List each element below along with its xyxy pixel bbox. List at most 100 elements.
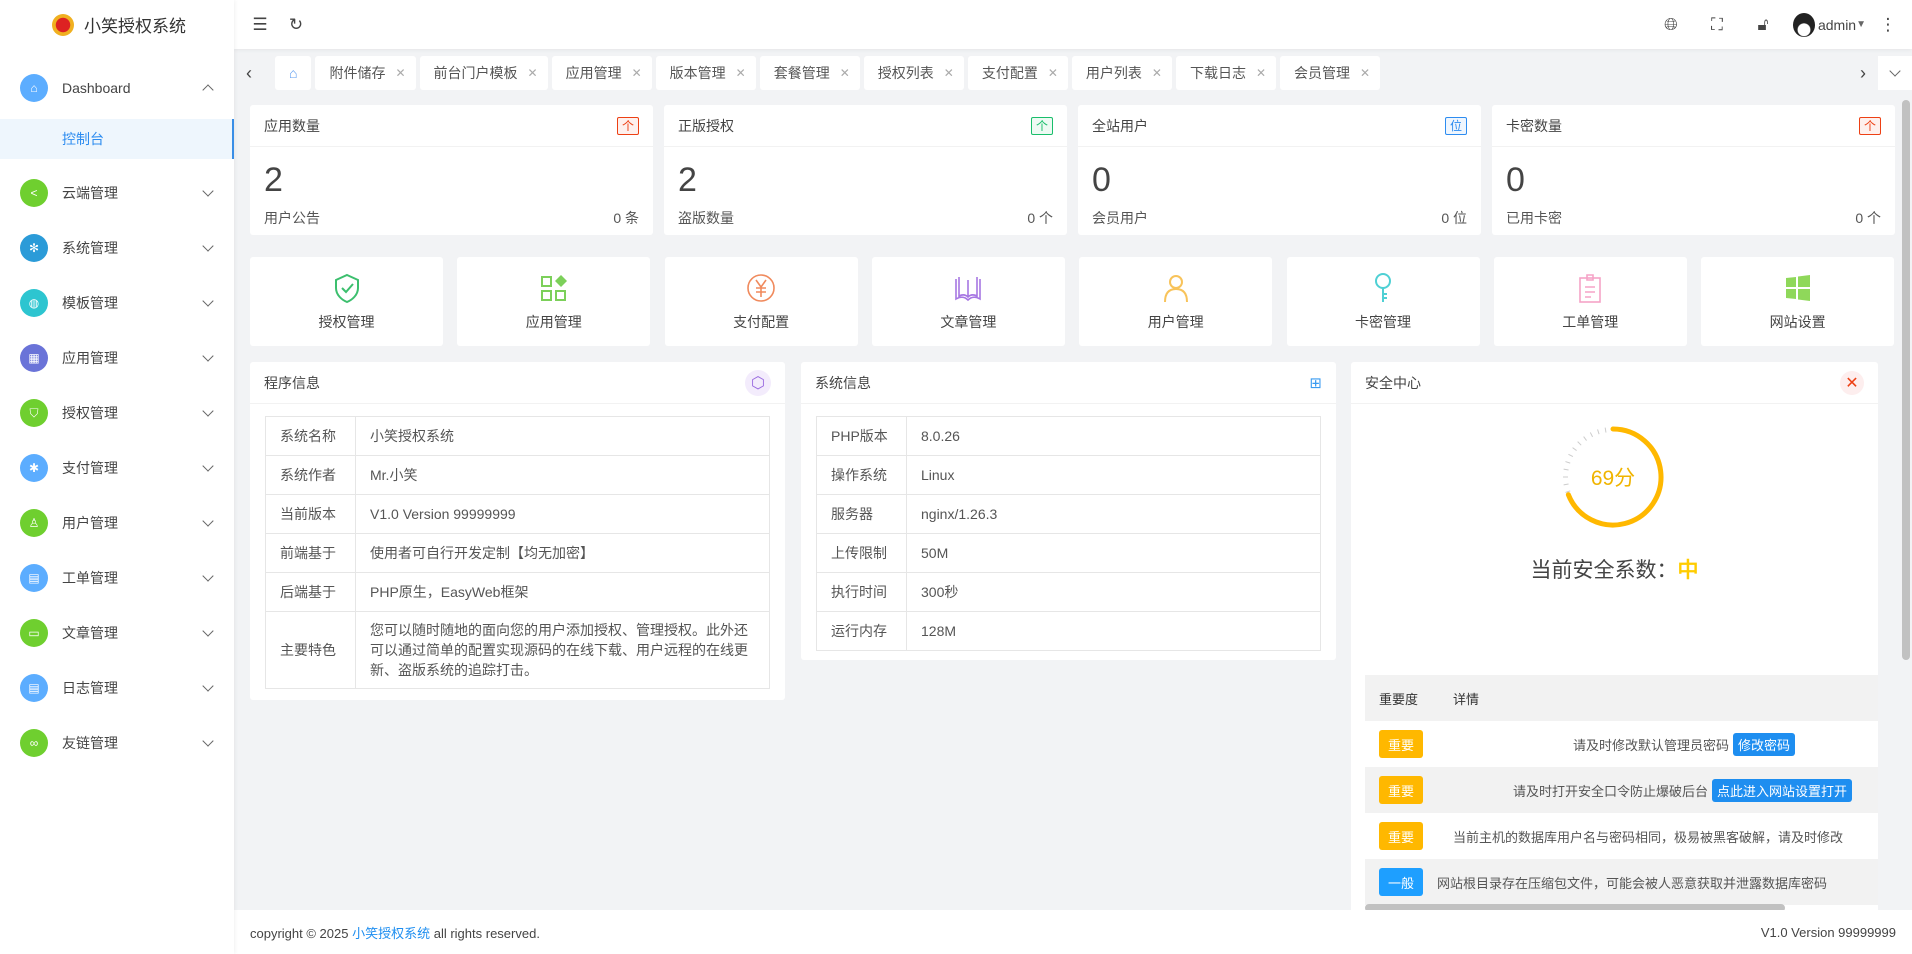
close-tab-icon[interactable]: ✕ [1047,66,1058,80]
gauge-tick [1563,483,1569,486]
security-level: 中 [1677,559,1699,582]
tab[interactable]: 应用管理 ✕ [551,56,652,90]
quick-link[interactable]: 授权管理 [250,257,443,346]
logo[interactable]: 小笑授权系统 [0,0,234,49]
fullscreen-icon[interactable]: ⛶ [1711,14,1723,34]
home-icon: ⌂ [20,74,48,102]
gauge-arc [1565,426,1664,528]
tab-bar: ‹ ⌂ 附件储存 ✕ 前台门户模板 ✕ 应用管理 ✕ 版本管理 ✕ 套餐管理 ✕ 授权列表 ✕ 支付配置… [234,49,1912,100]
tab[interactable]: 会员管理 ✕ [1280,56,1381,90]
close-tab-icon[interactable]: ✕ [1360,66,1371,80]
tab[interactable]: 版本管理 ✕ [655,56,756,90]
footer-version: V1.0 Version 99999999 [1760,924,1896,940]
footer: copyright © 2025 小笑授权系统 all rights reser… [234,910,1912,954]
sidebar-item-console[interactable]: 控制台 [0,119,234,159]
sidebar-item-3[interactable]: ◍ 模板管理 [0,281,234,325]
user-icon: ♙ [20,509,48,537]
close-tab-icon[interactable]: ✕ [839,66,850,80]
quick-link[interactable]: 应用管理 [457,257,651,346]
stat-foot-value: 0 位 [1441,210,1467,226]
table-row: 操作系统 Linux [816,455,1321,495]
chevron-up-icon [202,84,214,96]
table-row: 执行时间 300秒 [816,572,1321,612]
panel-title: 程序信息 [264,374,320,391]
sidebar-item-5[interactable]: ⛉ 授权管理 [0,391,234,435]
close-tab-icon[interactable]: ✕ [1255,66,1267,80]
table-row: 主要特色 您可以随时随地的面向您的用户添加授权、管理授权。此外还可以通过简单的配置… [265,611,770,689]
close-tab-icon[interactable]: ✕ [735,66,746,80]
windows-icon [1785,274,1810,301]
stat-foot-label: 已用卡密 [1506,210,1562,226]
security-table: 重要度 详情 重要 请及时修改默认管理员密码 修改密码 重要 请及时打开安全口令防止爆破… [1365,675,1878,905]
row-value: 使用者可自行开发定制【均无加密】 [355,533,770,573]
tab-label: 版本管理 [669,65,726,81]
tab[interactable]: 前台门户模板 ✕ [419,56,548,90]
vertical-scrollbar[interactable] [1902,100,1910,660]
row-value: 50M [906,533,1321,573]
close-tab-icon[interactable]: ✕ [395,66,406,80]
tab[interactable]: 下载日志 ✕ [1175,56,1277,90]
importance-badge: 重要 [1379,730,1423,758]
sidebar-item-11[interactable]: ∞ 友链管理 [0,721,234,765]
tab-label: 前台门户模板 [433,65,518,81]
lock-icon[interactable]: 🔓︎ [1757,14,1769,34]
stat-card: 正版授权 个 2 盗版数量 0 个 [664,105,1067,235]
tab-home[interactable]: ⌂ [275,56,312,90]
sidebar-item-7[interactable]: ♙ 用户管理 [0,501,234,545]
sidebar-item-6[interactable]: ✱ 支付管理 [0,446,234,490]
quick-link[interactable]: 文章管理 [871,257,1065,346]
quick-link-label: 应用管理 [525,313,582,330]
quick-link[interactable]: 用户管理 [1079,257,1273,346]
cube-icon: ⬡ [745,369,771,396]
more-vertical-icon[interactable]: ⋮ [1879,14,1897,34]
quick-link[interactable]: 网站设置 [1701,257,1895,346]
close-icon[interactable]: ✕ [1840,370,1864,395]
tab-label: 授权列表 [877,65,934,81]
sidebar-item-4[interactable]: ▦ 应用管理 [0,336,234,380]
stat-value: 2 [678,161,697,199]
sidebar-item-0[interactable]: ⌂ Dashboard [0,66,234,110]
sidebar-item-9[interactable]: ▭ 文章管理 [0,611,234,655]
sidebar-item-10[interactable]: ▤ 日志管理 [0,666,234,710]
horizontal-scrollbar[interactable] [1365,904,1785,912]
user-menu[interactable]: admin ▼ [1792,12,1866,37]
tab[interactable]: 套餐管理 ✕ [759,56,860,90]
tab-label: 下载日志 [1189,65,1246,81]
table-row: 上传限制 50M [816,533,1321,573]
stat-tag: 个 [1030,116,1053,135]
chevron-down-icon [202,735,214,747]
action-button[interactable]: 修改密码 [1733,732,1796,756]
footer-link[interactable]: 小笑授权系统 [352,925,431,941]
close-tab-icon[interactable]: ✕ [943,66,954,80]
stat-title: 正版授权 [678,117,734,134]
stat-title: 应用数量 [264,117,320,134]
close-tab-icon[interactable]: ✕ [1151,66,1162,80]
sidebar-item-2[interactable]: ✻ 系统管理 [0,226,234,270]
apps-icon: ▦ [20,344,48,372]
quick-link[interactable]: 工单管理 [1493,257,1687,346]
sidebar-item-1[interactable]: < 云端管理 [0,171,234,215]
gauge-tick [1583,436,1587,441]
copyright-suffix: all rights reserved. [430,925,540,941]
tabs-dropdown-button[interactable] [1878,56,1912,90]
quick-link[interactable]: 卡密管理 [1286,257,1480,346]
close-tab-icon[interactable]: ✕ [631,66,642,80]
tabs-prev-icon[interactable]: ‹ [246,63,252,83]
globe-icon[interactable]: 🌐︎ [1664,14,1678,34]
quick-link[interactable]: 支付配置 [664,257,858,346]
gauge-tick [1604,427,1607,433]
collapse-menu-icon[interactable]: ☰ [252,14,268,34]
refresh-icon[interactable]: ↻ [288,14,304,34]
sidebar-item-8[interactable]: ▤ 工单管理 [0,556,234,600]
tabs-next-icon[interactable]: › [1860,63,1866,83]
importance-badge: 一般 [1379,868,1423,896]
action-button[interactable]: 点此进入网站设置打开 [1712,778,1853,802]
close-tab-icon[interactable]: ✕ [527,66,538,80]
sidebar-item-label: 工单管理 [62,570,118,586]
tab[interactable]: 附件储存 ✕ [315,56,416,90]
tab[interactable]: 授权列表 ✕ [863,56,964,90]
row-value: Mr.小笑 [355,455,770,495]
tab[interactable]: 支付配置 ✕ [967,56,1068,90]
tab[interactable]: 用户列表 ✕ [1071,56,1172,90]
row-value: 300秒 [906,572,1321,612]
